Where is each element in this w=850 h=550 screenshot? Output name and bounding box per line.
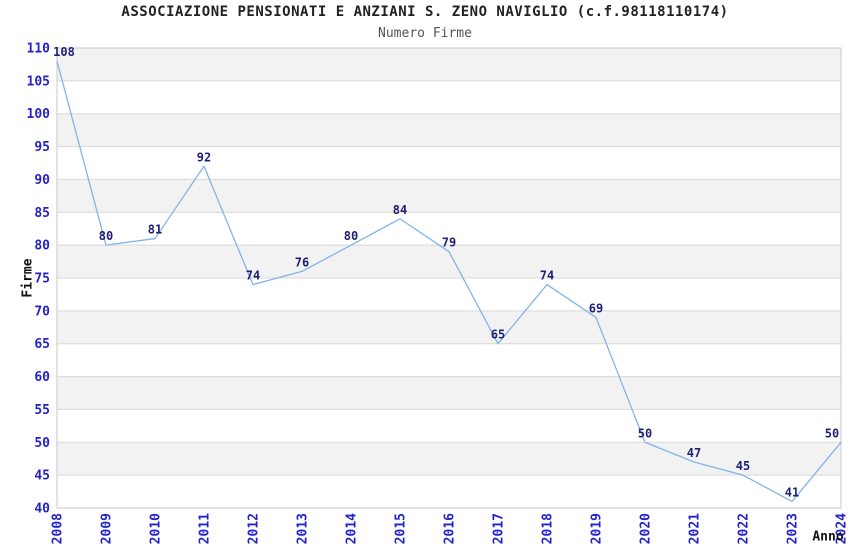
y-tick-label: 110 — [27, 42, 51, 57]
y-tick-label: 60 — [34, 370, 50, 385]
y-tick-label: 105 — [27, 74, 50, 89]
y-tick-label: 65 — [34, 337, 50, 352]
chart-title: ASSOCIAZIONE PENSIONATI E ANZIANI S. ZEN… — [121, 4, 729, 20]
x-tick-label: 2024 — [835, 513, 850, 544]
x-tick-label: 2023 — [786, 513, 801, 544]
y-tick-label: 75 — [34, 272, 50, 287]
y-tick-label: 50 — [34, 436, 50, 451]
x-tick-label: 2022 — [737, 513, 752, 544]
point-value-label: 79 — [442, 236, 456, 250]
y-tick-label: 45 — [34, 469, 50, 484]
x-axis-title: Anno — [812, 529, 844, 545]
plot-band — [57, 179, 841, 213]
plot-band — [57, 146, 841, 180]
point-value-label: 81 — [148, 223, 162, 237]
point-value-label: 108 — [53, 45, 75, 59]
chart-subtitle: Numero Firme — [378, 26, 472, 41]
point-value-label: 74 — [540, 269, 554, 283]
data-line — [56, 60, 842, 503]
x-tick-label: 2017 — [492, 513, 507, 544]
point-value-label: 50 — [638, 426, 652, 440]
point-value-label: 76 — [295, 255, 309, 269]
point-value-label: 74 — [246, 269, 260, 283]
point-value-label: 69 — [589, 301, 603, 315]
x-tick-label: 2013 — [296, 513, 311, 544]
point-value-label: 92 — [197, 150, 211, 164]
y-tick-label: 95 — [34, 140, 50, 155]
plot-band — [57, 48, 841, 81]
y-tick-label: 55 — [34, 403, 50, 418]
x-tick-label: 2012 — [247, 513, 262, 544]
x-tick-label: 2020 — [639, 513, 654, 544]
x-tick-label: 2019 — [590, 513, 605, 544]
plot-band — [57, 376, 841, 410]
point-value-label: 45 — [736, 459, 750, 473]
y-tick-label: 85 — [34, 206, 50, 221]
plot-band — [57, 343, 841, 377]
x-tick-label: 2011 — [198, 513, 213, 544]
y-tick-label: 40 — [34, 502, 50, 517]
plot-band — [57, 113, 841, 147]
plot-border — [56, 47, 842, 509]
y-tick-label: 100 — [27, 107, 51, 122]
x-tick-label: 2021 — [688, 513, 703, 544]
plot-band — [57, 212, 841, 246]
point-value-label: 80 — [344, 229, 358, 243]
plot-band — [57, 475, 841, 508]
y-tick-label: 90 — [34, 173, 50, 188]
plot-band — [57, 245, 841, 278]
plot-band — [57, 409, 841, 443]
x-tick-label: 2014 — [345, 513, 360, 544]
x-tick-label: 2008 — [51, 513, 66, 544]
x-tick-label: 2016 — [443, 513, 458, 544]
x-tick-label: 2015 — [394, 513, 409, 544]
plot-band — [57, 310, 841, 344]
point-value-label: 47 — [687, 446, 701, 460]
point-value-label: 50 — [825, 426, 839, 440]
point-value-label: 41 — [785, 485, 799, 499]
x-tick-label: 2018 — [541, 513, 556, 544]
point-value-label: 84 — [393, 203, 407, 217]
y-tick-label: 70 — [34, 304, 50, 319]
point-value-label: 80 — [99, 229, 113, 243]
plot-band — [57, 80, 841, 114]
plot-band — [57, 278, 841, 311]
x-tick-label: 2009 — [100, 513, 115, 544]
point-value-label: 65 — [491, 328, 505, 342]
plot-band — [57, 442, 841, 476]
y-axis-title: Firme — [20, 258, 36, 298]
y-tick-label: 80 — [34, 239, 50, 254]
x-tick-label: 2010 — [149, 513, 164, 544]
